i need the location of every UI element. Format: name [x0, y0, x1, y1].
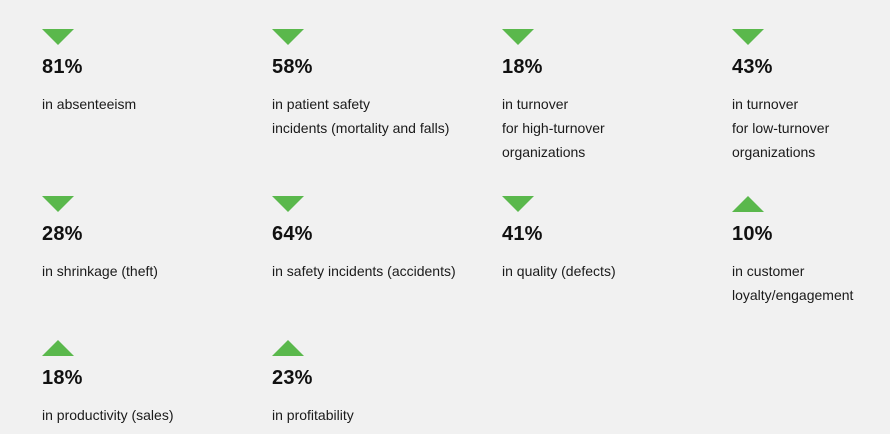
stat-description-line: incidents (mortality and falls): [272, 120, 450, 136]
stat-description: in productivity (sales): [42, 403, 262, 427]
stat-value: 23%: [272, 367, 313, 389]
triangle-down-icon: [502, 29, 534, 45]
stat-description: in safety incidents (accidents): [272, 259, 492, 283]
stat-profitability: 23% in profitability: [272, 340, 492, 427]
stat-value: 43%: [732, 56, 773, 78]
stat-description-line: organizations: [502, 144, 586, 160]
stat-description-line: in patient safety: [272, 96, 371, 112]
triangle-down-icon: [42, 196, 74, 212]
triangle-down-icon: [272, 29, 304, 45]
stat-description: in shrinkage (theft): [42, 259, 262, 283]
triangle-up-icon: [272, 340, 304, 356]
stat-value: 64%: [272, 223, 313, 245]
triangle-down-icon: [502, 196, 534, 212]
stat-description-line: for high-turnover: [502, 120, 605, 136]
stat-description: in turnover for high-turnover organizati…: [502, 92, 722, 164]
stat-turnover-low: 43% in turnover for low-turnover organiz…: [732, 29, 890, 164]
stat-description-line: in productivity (sales): [42, 407, 174, 423]
stat-turnover-high: 18% in turnover for high-turnover organi…: [502, 29, 722, 164]
stat-description-line: in shrinkage (theft): [42, 263, 158, 279]
stat-description-line: loyalty/engagement: [732, 287, 854, 303]
stat-absenteeism: 81% in absenteeism: [42, 29, 262, 116]
stat-value: 41%: [502, 223, 543, 245]
stat-description: in patient safety incidents (mortality a…: [272, 92, 492, 140]
stat-description-line: in profitability: [272, 407, 354, 423]
stat-description-line: in turnover: [732, 96, 799, 112]
stat-description: in absenteeism: [42, 92, 262, 116]
stat-description-line: in turnover: [502, 96, 569, 112]
stat-description-line: in absenteeism: [42, 96, 137, 112]
stat-shrinkage: 28% in shrinkage (theft): [42, 196, 262, 283]
triangle-up-icon: [42, 340, 74, 356]
triangle-up-icon: [732, 196, 764, 212]
stat-description-line: for low-turnover: [732, 120, 830, 136]
stat-productivity: 18% in productivity (sales): [42, 340, 262, 427]
stat-description-line: in safety incidents (accidents): [272, 263, 456, 279]
stat-description: in profitability: [272, 403, 492, 427]
stat-value: 28%: [42, 223, 83, 245]
stat-patient-safety: 58% in patient safety incidents (mortali…: [272, 29, 492, 140]
stat-customer-loyalty: 10% in customer loyalty/engagement: [732, 196, 890, 307]
stat-description: in customer loyalty/engagement: [732, 259, 890, 307]
triangle-down-icon: [42, 29, 74, 45]
triangle-down-icon: [732, 29, 764, 45]
stat-description: in quality (defects): [502, 259, 722, 283]
stat-value: 10%: [732, 223, 773, 245]
stat-safety-incidents: 64% in safety incidents (accidents): [272, 196, 492, 283]
stat-value: 81%: [42, 56, 83, 78]
stat-description-line: in quality (defects): [502, 263, 616, 279]
stat-description-line: in customer: [732, 263, 805, 279]
stat-value: 58%: [272, 56, 313, 78]
stat-value: 18%: [502, 56, 543, 78]
stat-quality: 41% in quality (defects): [502, 196, 722, 283]
stat-description-line: organizations: [732, 144, 816, 160]
stat-description: in turnover for low-turnover organizatio…: [732, 92, 890, 164]
stat-value: 18%: [42, 367, 83, 389]
triangle-down-icon: [272, 196, 304, 212]
